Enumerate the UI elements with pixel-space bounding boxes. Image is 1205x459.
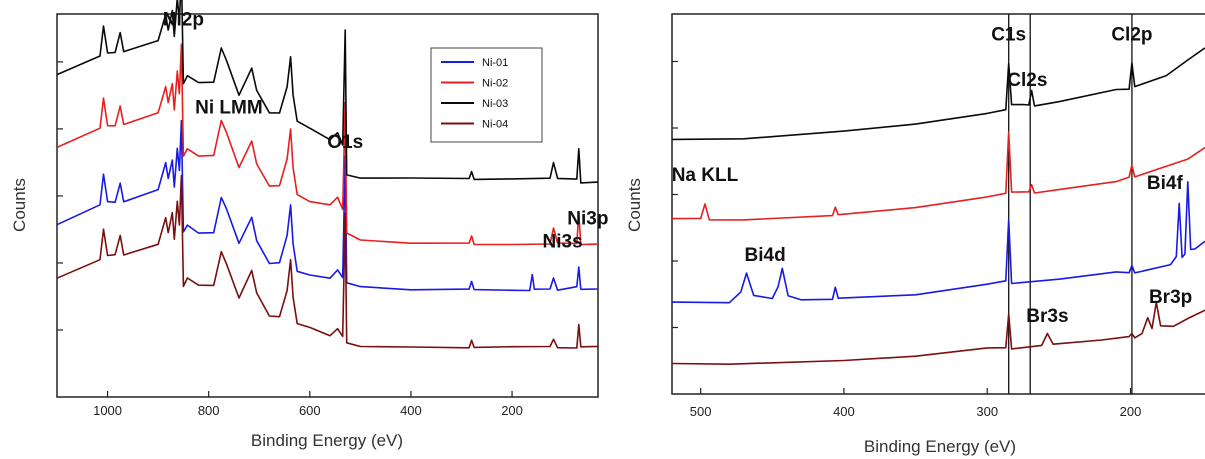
series-line-ni-02 bbox=[56, 43, 599, 246]
x-tick-label: 600 bbox=[299, 403, 321, 418]
left-legend: Ni-01 Ni-02 Ni-03 Ni-04 bbox=[430, 47, 543, 143]
series-line-ni-01 bbox=[56, 119, 599, 292]
right-plot-frame bbox=[671, 13, 1205, 395]
series-line-trace-2 bbox=[671, 131, 1205, 221]
series-line-trace-3 bbox=[671, 181, 1205, 304]
series-line-ni-03 bbox=[56, 0, 599, 184]
left-y-axis-label: Counts bbox=[10, 178, 29, 232]
x-tick-label: 200 bbox=[501, 403, 523, 418]
left-x-axis-label: Binding Energy (eV) bbox=[251, 431, 403, 450]
x-tick-label: 200 bbox=[1120, 404, 1142, 419]
x-tick-label: 800 bbox=[198, 403, 220, 418]
legend-label: Ni-01 bbox=[482, 57, 508, 69]
peak-annotation: Ni3p bbox=[567, 209, 608, 230]
peak-annotation: Br3s bbox=[1026, 306, 1068, 327]
peak-annotation: Bi4f bbox=[1147, 173, 1184, 194]
x-tick-label: 300 bbox=[976, 404, 998, 419]
left-plot-frame bbox=[56, 13, 599, 398]
x-tick-label: 400 bbox=[833, 404, 855, 419]
peak-annotation: Ni LMM bbox=[195, 98, 263, 119]
peak-annotation: O1s bbox=[327, 132, 363, 153]
peak-annotation: Cl2p bbox=[1111, 25, 1152, 46]
series-line-trace-1 bbox=[671, 47, 1205, 141]
peak-annotation: Na KLL bbox=[672, 165, 739, 186]
series-line-ni-04 bbox=[56, 174, 599, 349]
peak-annotation: Bi4d bbox=[745, 245, 786, 266]
peak-annotation: Ni2p bbox=[163, 9, 204, 30]
series-line-trace-4 bbox=[671, 301, 1205, 365]
right-chart-panel: 500 400 300 200 C1s Cl2s Cl2p Na KLL Bi4d Bi4f Br… bbox=[625, 13, 1205, 456]
right-x-axis-label: Binding Energy (eV) bbox=[864, 437, 1016, 456]
x-tick-label: 1000 bbox=[93, 403, 122, 418]
peak-annotation: Cl2s bbox=[1007, 70, 1047, 91]
peak-annotation: Br3p bbox=[1149, 287, 1192, 308]
legend-box bbox=[430, 47, 543, 143]
legend-label: Ni-03 bbox=[482, 98, 508, 110]
legend-label: Ni-04 bbox=[482, 119, 508, 131]
x-tick-label: 500 bbox=[690, 404, 712, 419]
x-tick-label: 400 bbox=[400, 403, 422, 418]
peak-annotation: Ni3s bbox=[543, 232, 583, 253]
peak-annotation: C1s bbox=[991, 25, 1026, 46]
legend-label: Ni-02 bbox=[482, 78, 508, 90]
right-y-axis-label: Counts bbox=[625, 178, 644, 232]
